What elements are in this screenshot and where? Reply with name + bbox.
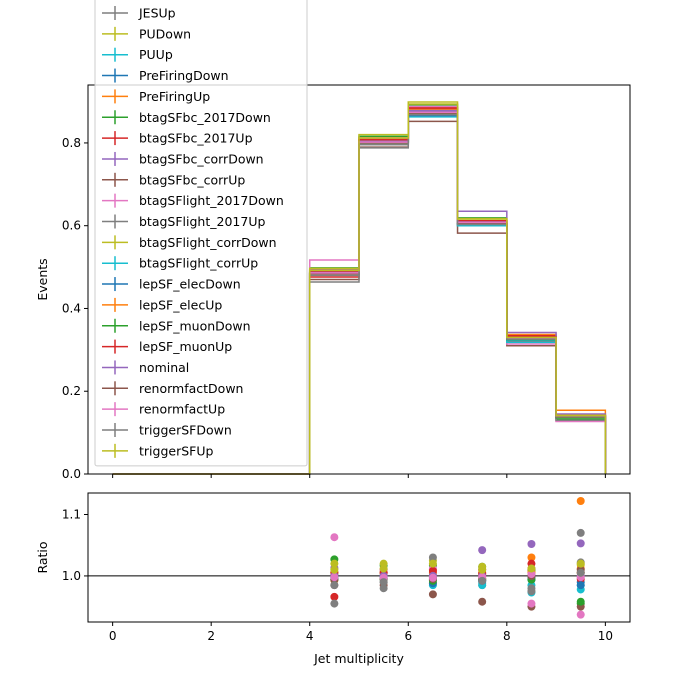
legend-label: btagSFbc_2017Down <box>139 110 271 125</box>
bottom-x-tick-label: 2 <box>207 629 215 643</box>
ratio-point-triggerSFUp <box>478 565 487 574</box>
bottom-x-tick-label: 6 <box>404 629 412 643</box>
legend-label: JESUp <box>138 6 176 21</box>
top-y-tick-label: 0.4 <box>62 301 81 315</box>
legend-box <box>94 0 308 467</box>
ratio-point-renormfactUp <box>527 570 536 579</box>
top-panel: 0.0 0.2 0.4 0.6 0.8 Events <box>35 84 631 481</box>
legend-label: renormfactDown <box>139 381 243 396</box>
legend-label: PUDown <box>139 26 191 41</box>
ratio-point-PreFiringUp <box>576 496 585 505</box>
ratio-point-btagSFbc_corrDown <box>527 539 536 548</box>
bottom-x-tick-label: 4 <box>306 629 314 643</box>
legend-label: PUUp <box>139 47 173 62</box>
legend-label: triggerSFDown <box>139 423 232 438</box>
top-y-axis-label: Events <box>35 258 50 300</box>
legend-label: btagSFbc_corrUp <box>139 172 245 187</box>
legend-label: nominal <box>139 360 189 375</box>
legend-label: PreFiringUp <box>139 89 210 104</box>
ratio-point-triggerSFDown <box>428 553 437 562</box>
bottom-x-tick-label: 8 <box>503 629 511 643</box>
ratio-point-lepSF_muonDown <box>576 597 585 606</box>
ratio-point-lepSF_elecDown <box>576 581 585 590</box>
bottom-y-tick-label: 1.0 <box>62 569 81 583</box>
top-x-ticks <box>112 474 606 478</box>
ratio-point-renormfactUp <box>428 573 437 582</box>
ratio-point-PreFiringUp <box>527 553 536 562</box>
legend-label: btagSFlight_2017Down <box>139 193 284 208</box>
legend-label: lepSF_muonUp <box>139 339 232 354</box>
legend-label: btagSFlight_corrDown <box>139 235 277 250</box>
legend: JESUp PUDown PUUp PreFiringDown PreFiringUp b… <box>94 0 308 467</box>
top-panel-frame <box>87 84 631 475</box>
legend-label: triggerSFUp <box>139 443 213 458</box>
legend-label: PreFiringDown <box>139 68 229 83</box>
ratio-point-btagSFlight_2017Up <box>576 528 585 537</box>
ratio-point-btagSFlight_2017Down <box>576 610 585 619</box>
ratio-point-triggerSFUp <box>527 564 536 573</box>
legend-label: lepSF_elecDown <box>139 277 241 292</box>
bottom-y-ticks: 1.0 1.1 <box>62 508 88 583</box>
bottom-x-axis-label: Jet multiplicity <box>313 651 404 666</box>
ratio-point-triggerSFDown <box>379 578 388 587</box>
ratio-point-triggerSFUp <box>428 559 437 568</box>
bottom-panel: 1.0 1.1 0 2 4 6 8 10 Ratio Jet multiplicity <box>35 492 631 666</box>
ratio-point-triggerSFUp <box>576 559 585 568</box>
ratio-point-btagSFlight_corrDown <box>330 559 339 568</box>
top-y-ticks: 0.0 0.2 0.4 0.6 0.8 <box>62 136 88 481</box>
legend-label: lepSF_muonDown <box>139 318 251 333</box>
ratio-point-renormfactUp <box>330 573 339 582</box>
top-y-tick-label: 0.2 <box>62 384 81 398</box>
ratio-point-btagSFbc_corrDown <box>576 539 585 548</box>
top-y-tick-label: 0.0 <box>62 467 81 481</box>
ratio-point-btagSFlight_2017Down <box>527 599 536 608</box>
ratio-point-btagSFlight_2017Up <box>379 584 388 593</box>
ratio-point-btagSFbc_corrUp <box>478 597 487 606</box>
ratio-point-triggerSFDown <box>576 568 585 577</box>
legend-items: JESUp PUDown PUUp PreFiringDown PreFiringUp b… <box>102 6 284 458</box>
bottom-x-ticks: 0 2 4 6 8 10 <box>109 622 613 643</box>
bottom-y-tick-label: 1.1 <box>62 508 81 522</box>
bottom-x-tick-label: 0 <box>109 629 117 643</box>
legend-label: renormfactUp <box>139 402 225 417</box>
ratio-point-triggerSFDown <box>330 581 339 590</box>
ratio-point-btagSFlight_2017Down <box>330 533 339 542</box>
ratio-points <box>330 496 585 619</box>
top-y-tick-label: 0.6 <box>62 219 81 233</box>
legend-label: btagSFbc_corrDown <box>139 151 264 166</box>
legend-label: btagSFbc_2017Up <box>139 131 253 146</box>
ratio-point-triggerSFDown <box>527 587 536 596</box>
ratio-point-triggerSFUp <box>330 565 339 574</box>
ratio-point-triggerSFUp <box>379 564 388 573</box>
ratio-point-btagSFbc_corrDown <box>478 546 487 555</box>
bottom-panel-frame <box>87 492 631 623</box>
ratio-point-triggerSFDown <box>478 576 487 585</box>
top-y-tick-label: 0.8 <box>62 136 81 150</box>
legend-label: btagSFlight_2017Up <box>139 214 265 229</box>
legend-label: btagSFlight_corrUp <box>139 256 258 271</box>
bottom-y-axis-label: Ratio <box>35 541 50 573</box>
bottom-x-tick-label: 10 <box>598 629 613 643</box>
ratio-point-btagSFbc_corrUp <box>428 590 437 599</box>
ratio-point-btagSFlight_2017Up <box>330 599 339 608</box>
legend-label: lepSF_elecUp <box>139 297 222 312</box>
ratio-point-btagSFbc_2017Up <box>330 592 339 601</box>
